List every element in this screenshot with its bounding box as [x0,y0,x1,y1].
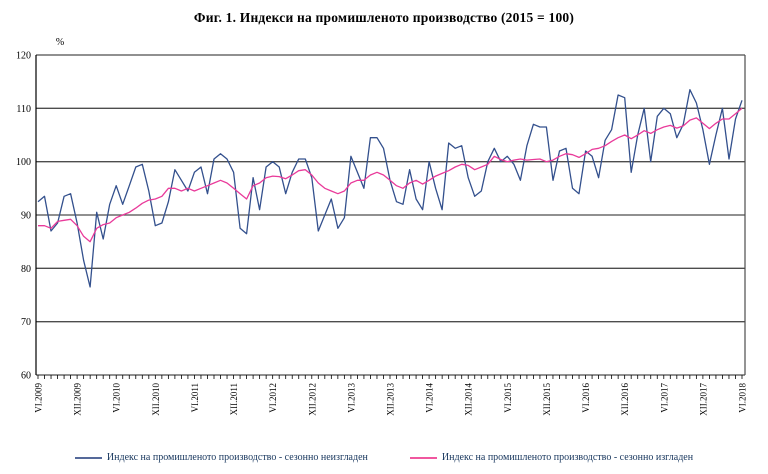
chart-title: Фиг. 1. Индекси на промишленото производ… [193,10,575,25]
x-tick-label: XII.2015 [542,383,552,416]
x-tick-label: XII.2016 [620,383,630,416]
x-tick-label: VI.2014 [425,383,435,413]
y-tick-label: 90 [21,211,31,222]
x-tick-label: XII.2010 [151,383,161,416]
x-tick-label: VI.2012 [268,383,278,413]
x-tick-label: VI.2015 [503,383,513,413]
legend-label-adjusted: Индекс на промишленото производство - се… [441,452,694,463]
legend-item-adjusted: Индекс на промишленото производство - се… [409,452,694,463]
seasonally-unadjusted-line [37,89,743,288]
y-tick-label: 70 [21,317,31,328]
x-tick-label: VI.2010 [112,383,122,413]
adjusted-line-icon [409,456,437,459]
x-tick-label: VI.2017 [659,383,669,413]
legend-label-unadjusted: Индекс на промишленото производство - се… [106,452,368,463]
x-tick-label: XII.2017 [698,383,708,416]
unadjusted-line-icon [74,456,102,459]
seasonally-adjusted-line [38,107,743,243]
y-tick-label: 120 [16,51,31,62]
x-tick-label: XII.2013 [386,383,396,416]
y-tick-label: 80 [21,264,31,275]
legend-item-unadjusted: Индекс на промишленото производство - се… [74,452,368,463]
x-tick-label: VI.2009 [34,383,44,413]
x-tick-label: XII.2009 [73,383,83,416]
y-axis-unit-label: % [56,37,64,48]
x-tick-label: XII.2012 [307,383,317,416]
legend: Индекс на промишленото производство - се… [0,452,768,463]
x-tick-label: VI.2013 [346,383,356,413]
x-tick-label: VI.2018 [738,383,748,413]
x-tick-label: VI.2011 [190,383,200,412]
x-tick-label: XII.2014 [464,383,474,416]
x-tick-label: VI.2016 [581,383,591,413]
x-tick-label: XII.2011 [229,383,239,415]
y-tick-label: 110 [16,104,31,115]
chart-canvas: 120 110 100 90 80 70 60% VI.2009 XII.2009 VI.2010… [16,37,748,416]
y-tick-label: 100 [16,157,31,168]
y-tick-label: 60 [21,371,31,382]
